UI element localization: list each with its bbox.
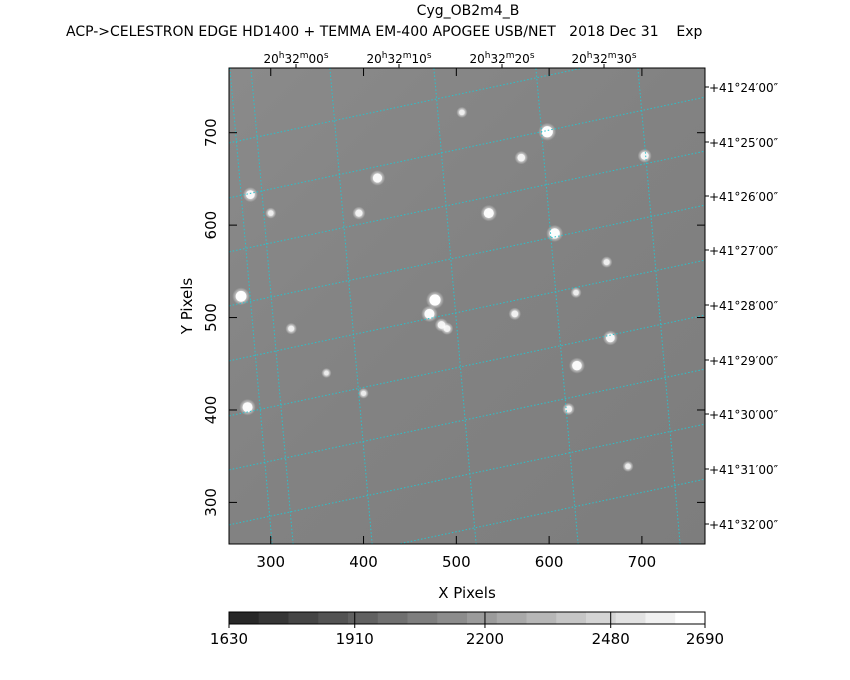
y-tick-label: 500: [202, 303, 220, 332]
colorbar-swatch: [437, 612, 468, 624]
colorbar-label: 2200: [466, 630, 504, 648]
dec-gridline: [229, 150, 705, 253]
x-tick-label: 500: [442, 553, 471, 571]
dec-tick-label: +41°30′00″: [709, 408, 779, 422]
ra-tick-label: 20h32m30s: [571, 51, 636, 66]
star-21: [562, 402, 575, 416]
image-background: [229, 68, 705, 544]
colorbar-swatch: [467, 612, 498, 624]
star-9: [421, 305, 438, 323]
dec-tick-label: +41°25′00″: [709, 136, 779, 150]
x-axis: 300 400 500 600 700: [256, 68, 656, 571]
ra-tick-label: 20h32m20s: [469, 51, 534, 66]
star-24: [358, 388, 369, 399]
dec-gridline: [229, 96, 705, 199]
dec-gridline: [229, 259, 705, 362]
star-19: [600, 256, 613, 268]
star-15: [546, 224, 564, 242]
x-axis-label: X Pixels: [438, 584, 496, 602]
dec-gridline: [396, 478, 705, 544]
star-23: [622, 460, 634, 472]
star-4: [285, 322, 297, 335]
dec-tick-label: +41°32′00″: [709, 518, 779, 532]
x-tick-label: 600: [535, 553, 564, 571]
coordinate-grid: [229, 68, 705, 544]
colorbar-swatch: [675, 612, 706, 624]
x-tick-label: 700: [628, 553, 657, 571]
ra-gridline: [433, 68, 477, 544]
star-18: [568, 357, 585, 374]
y-tick-label: 700: [202, 118, 220, 147]
colorbar-swatch: [526, 612, 557, 624]
star-14: [538, 122, 557, 141]
chart-title: Cyg_OB2m4_B: [417, 3, 520, 19]
star-11: [440, 322, 454, 335]
y-tick-label: 300: [202, 488, 220, 517]
colorbar-swatch: [258, 612, 289, 624]
image-area: [229, 68, 705, 544]
dec-tick-label: +41°26′00″: [709, 190, 779, 204]
dec-gridline: [229, 68, 586, 144]
dec-tick-label: +41°24′00″: [709, 81, 779, 95]
chart-subtitle: ACP->CELESTRON EDGE HD1400 + TEMMA EM-40…: [66, 24, 703, 40]
star-25: [321, 368, 332, 379]
dec-axis: +41°24′00″ +41°25′00″ +41°26′00″ +41°27′00″…: [705, 81, 779, 532]
dec-tick-label: +41°27′00″: [709, 244, 779, 258]
y-axis: 300 400 500 600 700: [202, 118, 705, 517]
ra-gridline: [229, 68, 273, 544]
colorbar-swatch: [229, 612, 260, 624]
ra-gridline: [535, 68, 579, 544]
dec-tick-label: +41°31′00″: [709, 463, 779, 477]
star-3: [265, 207, 277, 219]
colorbar-swatch: [348, 612, 379, 624]
colorbar-swatch: [288, 612, 319, 624]
colorbar-swatch: [377, 612, 408, 624]
colorbar-swatch: [407, 612, 438, 624]
dec-tick-label: +41°29′00″: [709, 354, 779, 368]
ra-tick-label: 20h32m00s: [263, 51, 328, 66]
colorbar-swatch: [586, 612, 617, 624]
colorbar-label: 1910: [336, 630, 374, 648]
colorbar-swatch: [556, 612, 587, 624]
star-2: [242, 187, 258, 203]
star-8: [425, 290, 444, 309]
star-22: [637, 148, 652, 163]
star-0: [239, 398, 256, 416]
y-tick-label: 400: [202, 396, 220, 425]
x-tick-label: 300: [256, 553, 285, 571]
y-axis-label: Y Pixels: [178, 278, 196, 336]
ra-gridline: [329, 68, 373, 544]
colorbar-label: 2690: [686, 630, 724, 648]
ra-axis: 20h32m00s 20h32m10s 20h32m20s 20h32m30s: [263, 51, 637, 68]
y-tick-label: 600: [202, 211, 220, 240]
star-1: [232, 287, 250, 306]
colorbar-swatch: [496, 612, 527, 624]
star-17: [602, 330, 618, 346]
ra-gridline: [637, 68, 681, 544]
dec-gridline: [229, 423, 705, 526]
colorbar-swatch: [645, 612, 676, 624]
star-13: [514, 150, 529, 165]
dec-gridline: [229, 204, 705, 307]
colorbar-swatch: [615, 612, 646, 624]
colorbar-swatch: [318, 612, 349, 624]
dec-gridline: [229, 368, 705, 471]
star-20: [570, 287, 582, 299]
ra-tick-label: 20h32m10s: [366, 51, 431, 66]
dec-gridline: [229, 314, 705, 417]
star-6: [369, 170, 386, 186]
x-tick-label: 400: [349, 553, 378, 571]
colorbar-label: 2480: [592, 630, 630, 648]
star-12: [456, 106, 468, 118]
colorbar: [228, 611, 706, 625]
colorbar-label: 1630: [210, 630, 248, 648]
star-5: [352, 206, 366, 220]
image-frame: [228, 67, 706, 545]
dec-tick-label: +41°28′00″: [709, 299, 779, 313]
star-16: [508, 307, 522, 321]
star-7: [480, 204, 498, 222]
ra-gridline: [250, 68, 294, 544]
colorbar-labels: 1630 1910 2200 2480 2690: [210, 612, 724, 648]
